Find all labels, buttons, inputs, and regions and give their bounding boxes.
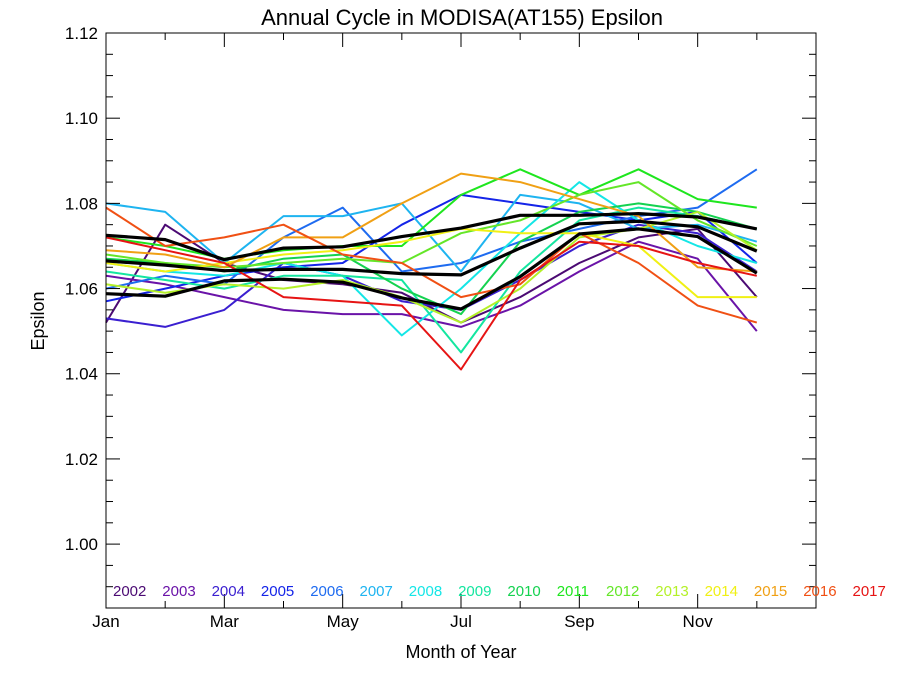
- x-tick-label: Sep: [564, 612, 594, 631]
- legend-entry-2004: 2004: [212, 583, 245, 600]
- y-tick-label: 1.00: [65, 535, 98, 554]
- legend: 2002 2003 2004 2005 2006 2007 2008 2009 2010 2011…: [113, 583, 886, 600]
- series-line-2012: [105, 181, 758, 269]
- legend-entry-2006: 2006: [310, 583, 343, 600]
- legend-entry-2005: 2005: [261, 583, 294, 600]
- axes-layer: 1.00 1.02 1.04 1.06 1.08 1.10 1.12 Jan Mar May Jul…: [65, 24, 817, 631]
- y-tick-label: 1.02: [65, 450, 98, 469]
- legend-entry-2016: 2016: [803, 583, 836, 600]
- x-axis-label: Month of Year: [405, 642, 516, 662]
- mean-lines-layer: [105, 212, 758, 311]
- x-tick-label: Mar: [210, 612, 240, 631]
- y-tick-label: 1.10: [65, 109, 98, 128]
- legend-entry-2015: 2015: [754, 583, 787, 600]
- plot-frame: [105, 32, 817, 609]
- y-tick-label: 1.08: [65, 194, 98, 213]
- series-line-2003: [105, 240, 758, 332]
- legend-entry-2008: 2008: [409, 583, 442, 600]
- legend-entry-2013: 2013: [655, 583, 688, 600]
- series-line-2015: [105, 172, 757, 273]
- legend-entry-2012: 2012: [606, 583, 639, 600]
- series-line-2007: [105, 193, 758, 273]
- y-tick-label: 1.12: [65, 24, 98, 43]
- series-line-2009: [105, 206, 758, 354]
- x-tick-label: Jan: [92, 612, 119, 631]
- legend-entry-2014: 2014: [705, 583, 738, 600]
- legend-entry-2002: 2002: [113, 583, 146, 600]
- mean-line-2: [105, 212, 758, 262]
- legend-entry-2007: 2007: [360, 583, 393, 600]
- series-line-2013: [105, 210, 758, 324]
- legend-entry-2003: 2003: [162, 583, 195, 600]
- series-layer: [105, 168, 758, 371]
- legend-entry-2009: 2009: [458, 583, 491, 600]
- x-tick-label: May: [327, 612, 360, 631]
- chart-title: Annual Cycle in MODISA(AT155) Epsilon: [261, 5, 663, 30]
- legend-entry-2011: 2011: [557, 583, 589, 600]
- mean-line-3: [105, 227, 758, 311]
- mean-line-1: [105, 219, 758, 277]
- y-tick-label: 1.04: [65, 365, 98, 384]
- series-line-2017: [105, 236, 758, 371]
- series-line-2005: [105, 193, 758, 303]
- series-line-2016: [105, 206, 758, 324]
- x-tick-label: Jul: [450, 612, 472, 631]
- y-axis-label: Epsilon: [28, 291, 48, 350]
- legend-entry-2010: 2010: [507, 583, 540, 600]
- legend-entry-2017: 2017: [853, 583, 886, 600]
- x-tick-label: Nov: [683, 612, 714, 631]
- y-tick-label: 1.06: [65, 280, 98, 299]
